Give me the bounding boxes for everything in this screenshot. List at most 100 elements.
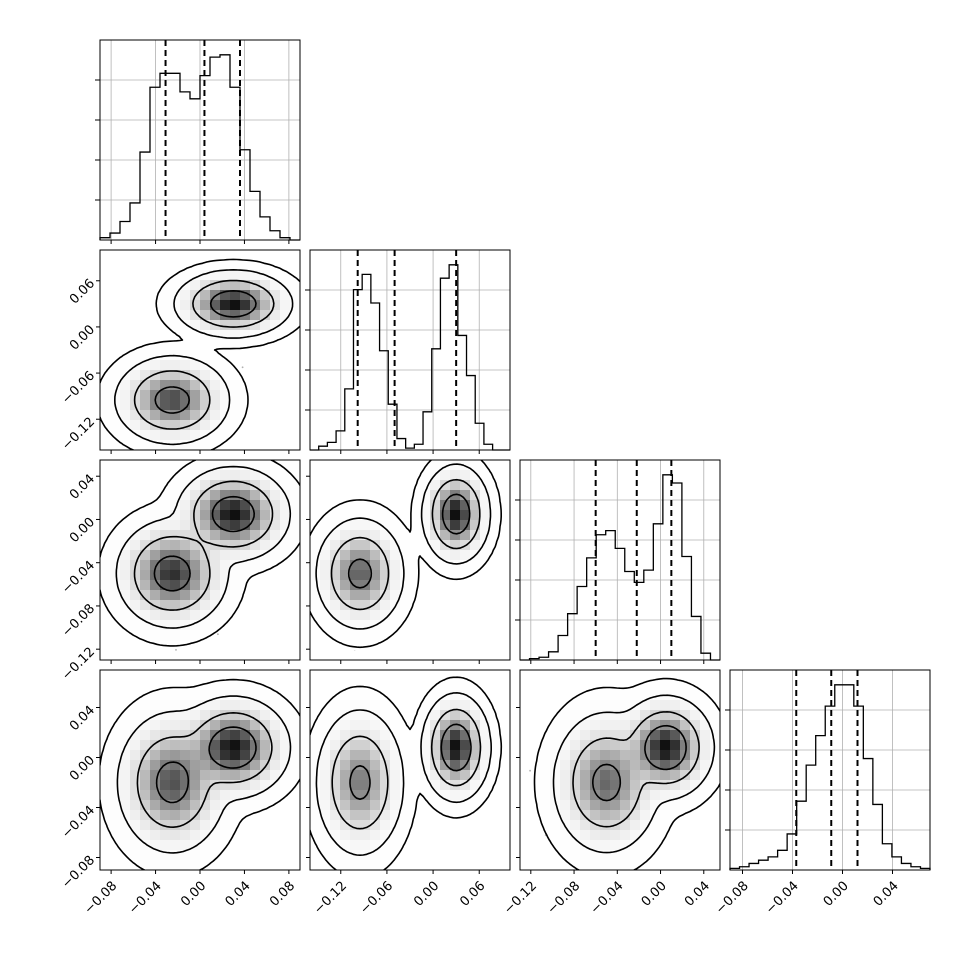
density-cell: [610, 760, 621, 771]
density-cell: [700, 740, 711, 751]
density-cell: [460, 490, 471, 501]
density-cell: [440, 740, 451, 751]
density-cell: [130, 530, 141, 541]
density-cell: [210, 270, 221, 281]
density-cell: [200, 750, 211, 761]
density-cell: [240, 260, 251, 271]
density-cell: [350, 750, 361, 761]
density-cell: [260, 280, 271, 291]
density-cell: [290, 760, 300, 771]
density-cell: [200, 360, 211, 371]
density-cell: [110, 590, 121, 601]
density-cell: [460, 550, 471, 561]
density-cell: [170, 730, 181, 741]
density-cell: [180, 570, 191, 581]
density-cell: [170, 610, 181, 621]
density-cell: [200, 440, 211, 450]
density-cell: [340, 750, 351, 761]
density-cell: [180, 270, 191, 281]
y-tick-label: −0.08: [59, 601, 98, 640]
density-cell: [240, 290, 251, 301]
density-cell: [210, 490, 221, 501]
density-cell: [220, 320, 231, 331]
density-cell: [200, 290, 211, 301]
density-cell: [220, 580, 231, 591]
density-cell: [180, 780, 191, 791]
density-cell: [260, 480, 271, 491]
density-cell: [140, 610, 151, 621]
density-cell: [210, 550, 221, 561]
density-cell: [250, 800, 261, 811]
density-cell: [570, 800, 581, 811]
density-cell: [570, 740, 581, 751]
density-cell: [620, 730, 631, 741]
density-cell: [190, 580, 201, 591]
density-cell: [580, 830, 591, 841]
axes-frame: [729, 669, 931, 871]
density-cell: [330, 520, 341, 531]
density-cell: [130, 580, 141, 591]
density-cell: [210, 390, 221, 401]
density-cell: [560, 720, 571, 731]
density-cell: [330, 510, 341, 521]
density-cell: [410, 720, 421, 731]
density-cell: [200, 690, 211, 701]
density-cell: [180, 690, 191, 701]
density-cell: [150, 430, 161, 441]
density-cell: [140, 810, 151, 821]
density-cell: [480, 480, 491, 491]
density-cell: [130, 750, 141, 761]
density-cell: [200, 840, 211, 851]
density-cell: [620, 840, 631, 851]
density-cell: [160, 290, 171, 301]
density-cell: [590, 810, 601, 821]
density-cell: [200, 320, 211, 331]
density-cell: [220, 590, 231, 601]
contour-line: [552, 694, 716, 854]
density-cell: [330, 560, 341, 571]
density-cell: [370, 730, 381, 741]
density-cell: [280, 710, 291, 721]
density-cell: [640, 830, 651, 841]
y-tick-label: −0.04: [59, 803, 98, 842]
density-cell: [710, 710, 720, 721]
density-cell: [230, 320, 241, 331]
density-cell: [310, 730, 321, 741]
density-cell: [540, 820, 551, 831]
density-cell: [350, 560, 361, 571]
density-cell: [690, 780, 701, 791]
density-cell: [370, 630, 381, 641]
density-cell: [170, 620, 181, 631]
density-cell: [670, 730, 681, 741]
density-cell: [210, 410, 221, 421]
density-cell: [260, 500, 271, 511]
density-cell: [140, 380, 151, 391]
density-cell: [390, 770, 401, 781]
density-cell: [230, 500, 241, 511]
density-cell: [130, 730, 141, 741]
axes-frame: [519, 459, 721, 661]
density-cell: [220, 520, 231, 531]
density-cell: [450, 470, 461, 481]
density-cell: [180, 550, 191, 561]
density-cell: [580, 740, 591, 751]
density-cell: [290, 520, 300, 531]
density-cell: [120, 750, 131, 761]
density-cell: [210, 810, 221, 821]
density-cell: [270, 480, 281, 491]
density-cell: [200, 540, 211, 551]
density-cell: [230, 530, 241, 541]
density-cell: [430, 720, 441, 731]
hist-panel-0: [95, 39, 301, 244]
density-cell: [170, 830, 181, 841]
density-cell: [230, 420, 241, 431]
density-cell: [110, 610, 121, 621]
density-cell: [140, 710, 151, 721]
density-cell: [470, 770, 481, 781]
density-cell: [350, 760, 361, 771]
density-cell: [180, 500, 191, 511]
density-cell: [590, 700, 601, 711]
density-cell: [600, 830, 611, 841]
density-cell: [700, 780, 711, 791]
density-cell: [190, 330, 201, 341]
